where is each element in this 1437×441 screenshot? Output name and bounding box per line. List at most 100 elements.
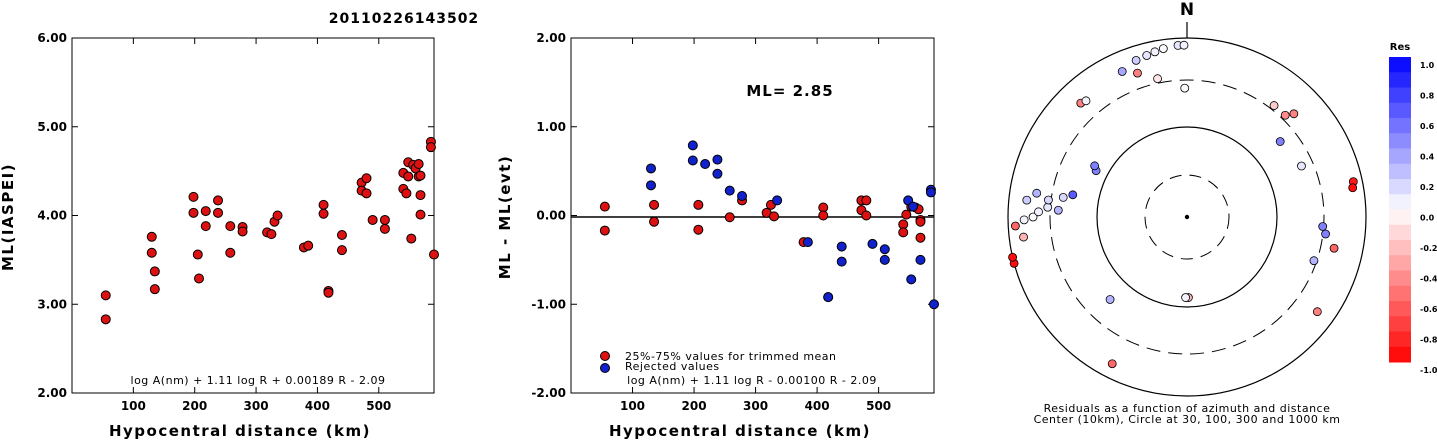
panel2-point [818, 210, 829, 221]
colorbar-cell [1389, 194, 1411, 210]
panel1-point [415, 190, 426, 201]
polar-point [1158, 44, 1168, 54]
panel1-point [318, 199, 329, 210]
panel2-xtick-label: 500 [866, 399, 891, 413]
panel2-point [867, 238, 878, 249]
legend-marker-trimmed [600, 351, 610, 361]
panel1-point [149, 266, 160, 277]
panel2-point [915, 254, 926, 265]
ring-300km [1049, 79, 1325, 355]
colorbar-cell [1389, 163, 1411, 180]
colorbar-cell [1389, 57, 1411, 73]
panel2-point [599, 225, 610, 236]
panel2-point [861, 210, 872, 221]
panel2-point [901, 209, 912, 220]
panel1-point [379, 214, 390, 225]
panel1-point [188, 191, 199, 202]
panel1-xtick-label: 200 [182, 399, 207, 413]
colorbar: Res 1.0 0.8 0.6 0.4 0.2 0.0 -0.2 -0.4 -0.6 -0.8 -1… [1389, 42, 1437, 375]
panel1-ytick-label: 3.00 [37, 297, 67, 311]
polar-point [1312, 307, 1322, 317]
colorbar-tick-label: -0.6 [1420, 305, 1437, 314]
panel1-point [403, 171, 414, 182]
panel1-point [303, 240, 314, 251]
panel1-xtick-label: 400 [305, 399, 330, 413]
polar-point [1028, 212, 1038, 222]
polar-point [1068, 190, 1078, 200]
panel2-point [645, 163, 656, 174]
panel1-point [266, 229, 277, 240]
polar-point [1032, 188, 1042, 198]
polar-caption-2: Center (10km), Circle at 30, 100, 300 an… [1034, 413, 1341, 426]
panel2-ytick-label: 1.00 [536, 120, 566, 134]
panel1-point [146, 247, 157, 258]
panel2-point [836, 241, 847, 252]
panel1-point [225, 221, 236, 232]
panel2-xtick-label: 100 [620, 399, 645, 413]
panel1-point [367, 214, 378, 225]
panel1-formula: log A(nm) + 1.11 log R + 0.00189 R - 2.0… [131, 374, 386, 387]
panel1-point [429, 249, 439, 260]
panel1-xtick-label: 500 [366, 399, 391, 413]
polar-point [1289, 109, 1299, 119]
panel2-point [908, 201, 919, 212]
panel1-point [200, 206, 211, 217]
panel1-ylabel: ML(IASPEI) [0, 163, 17, 271]
center-dot [1184, 214, 1190, 220]
panel2-point [649, 199, 660, 210]
ring-100km [1096, 126, 1278, 308]
colorbar-cell [1389, 224, 1411, 241]
polar-point [1081, 96, 1091, 106]
legend-label-trimmed: 25%-75% values for trimmed mean [625, 350, 837, 363]
panel1-xtick-label: 300 [244, 399, 269, 413]
panel2-point [929, 299, 939, 310]
polar-point [1180, 83, 1190, 93]
panel1-ytick-label: 2.00 [37, 386, 67, 400]
colorbar-cell [1389, 270, 1411, 287]
panel1-xlabel: Hypocentral distance (km) [109, 422, 371, 440]
polar-point [1150, 47, 1160, 57]
polar-point [1010, 221, 1020, 231]
polar-point [1297, 161, 1306, 171]
panel1-point [336, 245, 347, 256]
panel2-point [700, 159, 711, 170]
panel2-point [898, 227, 909, 238]
magnitude-vs-distance-panel: ML(IASPEI) Hypocentral distance (km) log… [0, 31, 439, 440]
polar-point [1053, 205, 1063, 215]
panel1-point [100, 290, 111, 301]
panel1-point [318, 208, 329, 219]
panel2-point [687, 155, 698, 166]
panel1-point [213, 195, 224, 206]
panel2-point [906, 274, 917, 285]
panel2-point [836, 256, 847, 267]
colorbar-tick-label: 0.0 [1420, 214, 1435, 223]
panel1-point [194, 273, 205, 284]
panel1-point [406, 233, 417, 244]
polar-point [1142, 51, 1152, 60]
panel1-point [336, 230, 347, 241]
panel2-point [649, 216, 660, 227]
panel1-xtick-label: 100 [121, 399, 146, 413]
panel1-point [413, 159, 424, 170]
polar-point [1131, 55, 1141, 65]
ml-annotation: ML= 2.85 [746, 82, 833, 100]
colorbar-cell [1389, 148, 1411, 165]
panel1-point [192, 249, 203, 260]
panel2-point [599, 201, 610, 212]
panel2-point [915, 232, 926, 243]
panel2-point [645, 180, 656, 191]
panel2-point [724, 185, 735, 196]
polar-point [1019, 215, 1029, 225]
colorbar-tick-label: -0.8 [1420, 336, 1437, 345]
panel2-point [724, 212, 735, 223]
panel1-point [188, 207, 199, 218]
panel2-point [693, 224, 704, 235]
polar-point [1044, 195, 1053, 205]
panel2-point [802, 237, 813, 248]
panel1-point [149, 284, 160, 295]
panel2-point [925, 187, 936, 198]
panel2-ytick-label: 2.00 [536, 31, 566, 45]
panel2-xtick-label: 400 [805, 399, 830, 413]
colorbar-cell [1389, 240, 1411, 256]
legend-marker-rejected [600, 363, 610, 373]
